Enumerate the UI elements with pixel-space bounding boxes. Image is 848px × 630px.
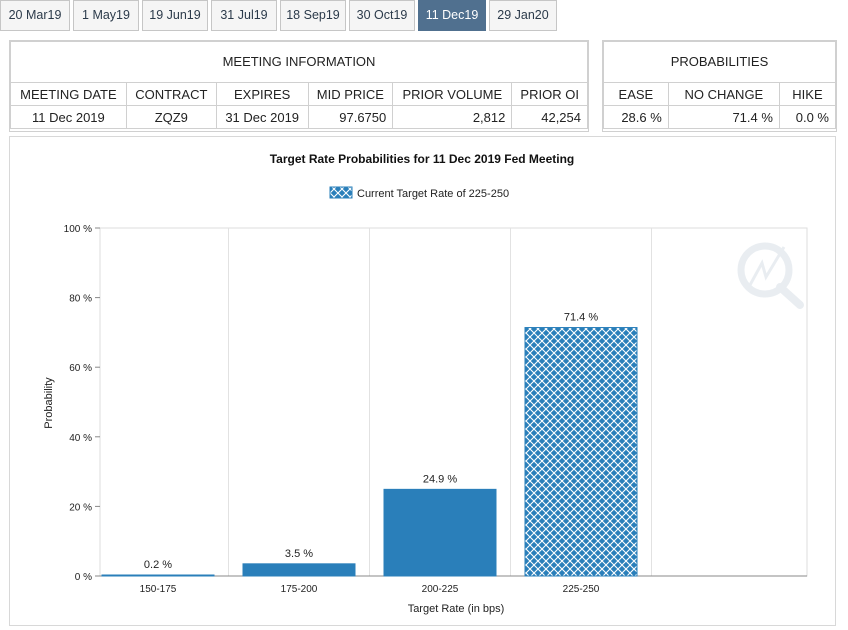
bar-175-200 — [242, 563, 356, 577]
meeting-info-header-4: PRIOR VOLUME — [392, 82, 513, 106]
y-axis-title: Probability — [43, 377, 55, 429]
watermark-logo-icon — [737, 242, 804, 309]
meeting-information-table: MEETING INFORMATION MEETING DATE CONTRACT… — [10, 41, 588, 129]
tab-31-jul19[interactable]: 31 Jul19 — [211, 0, 277, 31]
y-tick-label: 20 % — [69, 502, 92, 513]
x-tick-label-150-175: 150-175 — [140, 584, 177, 595]
meeting-info-header-3: MID PRICE — [307, 82, 394, 106]
meeting-info-value-0: 11 Dec 2019 — [10, 105, 127, 129]
meeting-information-title: MEETING INFORMATION — [10, 41, 588, 83]
y-tick-label: 40 % — [69, 433, 92, 444]
probability-value-1: 71.4 % — [667, 105, 780, 129]
y-tick-label: 80 % — [69, 294, 92, 305]
y-tick-label: 60 % — [69, 363, 92, 374]
legend-swatch — [329, 186, 353, 199]
probability-header-1: NO CHANGE — [667, 82, 780, 106]
x-tick-label-225-250: 225-250 — [563, 584, 600, 595]
probability-header-2: HIKE — [778, 82, 837, 106]
meeting-info-header-5: PRIOR OI — [511, 82, 588, 106]
meeting-info-header-0: MEETING DATE — [10, 82, 127, 106]
tab-1-may19[interactable]: 1 May19 — [73, 0, 139, 31]
data-label-175-200: 3.5 % — [285, 548, 313, 560]
chart-panel: Target Rate Probabilities for 11 Dec 201… — [9, 136, 836, 626]
y-tick-label: 0 % — [75, 572, 92, 583]
tab-18-sep19[interactable]: 18 Sep19 — [280, 0, 346, 31]
x-tick-label-175-200: 175-200 — [281, 584, 318, 595]
meeting-info-header-2: EXPIRES — [215, 82, 309, 106]
x-axis-title: Target Rate (in bps) — [408, 603, 505, 615]
tab-11-dec19[interactable]: 11 Dec19 — [418, 0, 486, 31]
tab-30-oct19[interactable]: 30 Oct19 — [349, 0, 415, 31]
meeting-info-value-4: 2,812 — [392, 105, 513, 129]
meeting-info-value-1: ZQZ9 — [125, 105, 217, 129]
tab-20-mar19[interactable]: 20 Mar19 — [0, 0, 70, 31]
probabilities-panel: PROBABILITIES EASE NO CHANGE HIKE 28.6 % 71… — [602, 40, 837, 132]
data-label-225-250: 71.4 % — [564, 312, 598, 324]
meeting-tabs: 20 Mar19 1 May19 19 Jun19 31 Jul19 18 Sep19 3… — [0, 0, 848, 33]
meeting-information-panel: MEETING INFORMATION MEETING DATE CONTRACT… — [9, 40, 589, 132]
tab-19-jun19[interactable]: 19 Jun19 — [142, 0, 208, 31]
meeting-info-header-1: CONTRACT — [125, 82, 217, 106]
x-tick-label-200-225: 200-225 — [422, 584, 459, 595]
probability-value-2: 0.0 % — [778, 105, 837, 129]
meeting-info-value-3: 97.6750 — [307, 105, 394, 129]
meeting-info-value-2: 31 Dec 2019 — [215, 105, 309, 129]
y-tick-label: 100 % — [64, 224, 92, 235]
chart-title: Target Rate Probabilities for 11 Dec 201… — [270, 152, 575, 166]
probabilities-title: PROBABILITIES — [603, 41, 836, 83]
legend-label: Current Target Rate of 225-250 — [357, 188, 509, 200]
probability-value-0: 28.6 % — [603, 105, 669, 129]
probabilities-table: PROBABILITIES EASE NO CHANGE HIKE 28.6 % 71… — [603, 41, 837, 129]
bar-225-250 — [524, 327, 638, 577]
tab-29-jan20[interactable]: 29 Jan20 — [489, 0, 557, 31]
probability-chart: Target Rate Probabilities for 11 Dec 201… — [43, 152, 808, 615]
meeting-info-value-5: 42,254 — [511, 105, 588, 129]
probability-header-0: EASE — [603, 82, 669, 106]
data-label-150-175: 0.2 % — [144, 559, 172, 571]
data-label-200-225: 24.9 % — [423, 473, 457, 485]
bar-150-175 — [101, 574, 215, 577]
bar-200-225 — [383, 488, 497, 577]
